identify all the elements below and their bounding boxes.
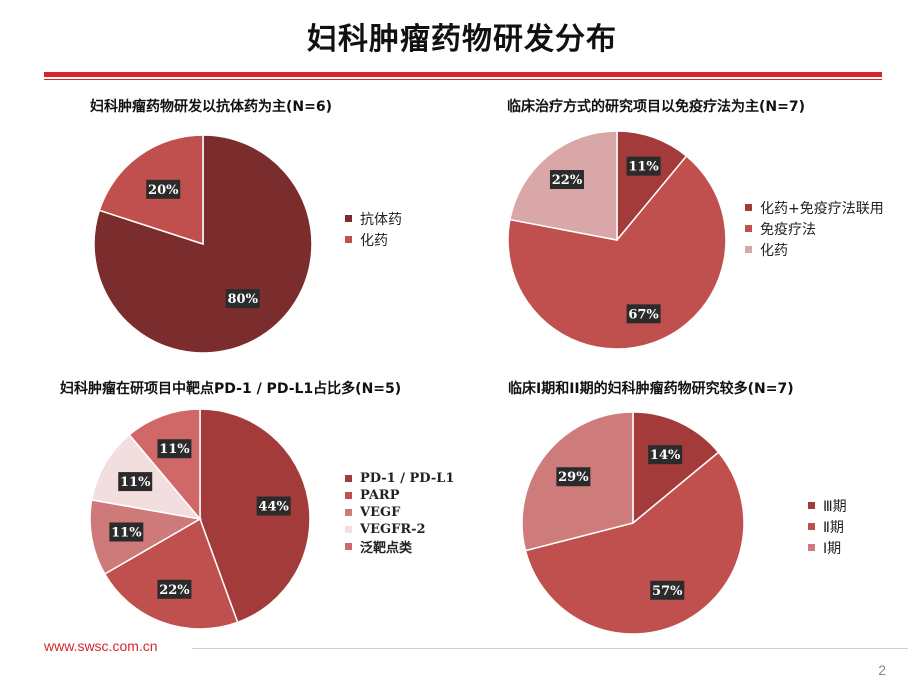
legend-swatch bbox=[345, 236, 352, 243]
pie-slice-vegf bbox=[89, 499, 203, 576]
title-divider-thin bbox=[44, 79, 882, 80]
pie-slice-parp bbox=[103, 517, 239, 630]
chart-title-phase: 临床I期和II期的妇科肿瘤药物研究较多(N=7) bbox=[508, 381, 794, 397]
svg-text:11%: 11% bbox=[111, 525, 142, 540]
legend-label: 化药 bbox=[760, 242, 788, 259]
legend-swatch bbox=[808, 502, 815, 509]
data-label-slice-2: 22% bbox=[549, 170, 584, 190]
svg-text:67%: 67% bbox=[628, 307, 659, 322]
legend-item-slice-1: 免疫疗法 bbox=[745, 218, 884, 239]
page-title: 妇科肿瘤药物研发分布 bbox=[307, 22, 617, 57]
legend-swatch bbox=[345, 543, 352, 550]
legend-swatch bbox=[808, 544, 815, 551]
svg-text:11%: 11% bbox=[159, 442, 190, 457]
legend-item-slice-4: 泛靶点类 bbox=[345, 538, 454, 556]
chart-title-target: 妇科肿瘤在研项目中靶点PD-1 / PD-L1占比多(N=5) bbox=[60, 381, 402, 397]
legend-label: 抗体药 bbox=[360, 211, 402, 228]
legend-swatch bbox=[745, 204, 752, 211]
data-label-pd-1-pd-l1: 44% bbox=[256, 496, 291, 516]
legend-item-slice-0: Ⅲ期 bbox=[808, 495, 847, 516]
legend-swatch bbox=[345, 509, 352, 516]
svg-text:57%: 57% bbox=[652, 584, 683, 599]
svg-text:20%: 20% bbox=[148, 183, 179, 198]
legend-antibody: 抗体药 化药 bbox=[345, 208, 402, 250]
pie-slice-slice-1 bbox=[524, 451, 745, 635]
legend-label: VEGFR-2 bbox=[360, 522, 426, 537]
legend-swatch bbox=[345, 475, 352, 482]
legend-item-slice-2: Ⅰ期 bbox=[808, 537, 847, 558]
legend-item-pd-1-pd-l1: PD-1 / PD-L1 bbox=[345, 470, 454, 487]
data-label-parp: 22% bbox=[157, 579, 192, 599]
svg-text:80%: 80% bbox=[227, 292, 258, 307]
pie-slice-slice-4 bbox=[128, 408, 201, 522]
legend-label: 免疫疗法 bbox=[760, 221, 816, 238]
legend-item-vegfr-2: VEGFR-2 bbox=[345, 521, 454, 538]
data-label-slice-1: 57% bbox=[650, 580, 685, 600]
pie-slice-slice-1 bbox=[507, 154, 727, 350]
legend-label: PARP bbox=[360, 488, 400, 503]
svg-text:11%: 11% bbox=[120, 475, 151, 490]
footer-url[interactable]: www.swsc.com.cn bbox=[44, 638, 158, 654]
page-number: 2 bbox=[878, 662, 886, 678]
pie-chart-antibody: 80% 20% bbox=[93, 134, 313, 354]
chart-title-antibody: 妇科肿瘤药物研发以抗体药为主(N=6) bbox=[90, 99, 332, 115]
legend-swatch bbox=[345, 526, 352, 533]
pie-slice-pd-1-pd-l1 bbox=[199, 408, 311, 624]
chart-title-treatment: 临床治疗方式的研究项目以免疫疗法为主(N=7) bbox=[507, 99, 805, 115]
data-label-slice-0: 14% bbox=[648, 445, 683, 465]
legend-swatch bbox=[345, 215, 352, 222]
legend-item-slice-0: 抗体药 bbox=[345, 208, 402, 229]
legend-label: PD-1 / PD-L1 bbox=[360, 471, 455, 486]
data-label-vegfr-2: 11% bbox=[118, 472, 153, 492]
legend-item-slice-1: Ⅱ期 bbox=[808, 516, 847, 537]
legend-item-vegf: VEGF bbox=[345, 504, 454, 521]
legend-phase: Ⅲ期 Ⅱ期 Ⅰ期 bbox=[808, 495, 847, 558]
legend-label: 泛靶点类 bbox=[360, 541, 413, 556]
pie-slice-slice-0 bbox=[632, 411, 720, 525]
legend-swatch bbox=[745, 225, 752, 232]
data-label-vegf: 11% bbox=[109, 522, 144, 542]
pie-chart-target: 44% 22% 11% 11% 11% bbox=[89, 408, 311, 630]
data-label-slice-0: 80% bbox=[225, 289, 260, 309]
legend-swatch bbox=[808, 523, 815, 530]
data-label-slice-1: 20% bbox=[146, 179, 181, 199]
legend-item-slice-1: 化药 bbox=[345, 229, 402, 250]
svg-text:11%: 11% bbox=[628, 160, 659, 175]
svg-text:29%: 29% bbox=[558, 470, 589, 485]
legend-label: Ⅱ期 bbox=[823, 519, 844, 536]
svg-text:22%: 22% bbox=[159, 583, 190, 598]
legend-swatch bbox=[345, 492, 352, 499]
footer-divider bbox=[192, 648, 908, 649]
svg-text:22%: 22% bbox=[552, 173, 583, 188]
data-label-slice-4: 11% bbox=[157, 439, 192, 459]
legend-item-slice-2: 化药 bbox=[745, 239, 884, 260]
legend-item-slice-0: 化药+免疫疗法联用 bbox=[745, 197, 884, 218]
legend-label: Ⅲ期 bbox=[823, 498, 847, 515]
legend-label: 化药+免疫疗法联用 bbox=[760, 200, 884, 217]
pie-chart-treatment: 11% 67% 22% bbox=[507, 130, 727, 350]
legend-label: VEGF bbox=[360, 505, 401, 520]
data-label-slice-0: 11% bbox=[626, 156, 661, 176]
svg-text:44%: 44% bbox=[258, 500, 289, 515]
data-label-slice-2: 29% bbox=[556, 467, 591, 487]
legend-treatment: 化药+免疫疗法联用 免疫疗法化药 bbox=[745, 197, 884, 260]
title-divider-thick bbox=[44, 72, 882, 77]
legend-label: Ⅰ期 bbox=[823, 540, 842, 557]
legend-target: PD-1 / PD-L1 PARP VEGF VEGFR-2 泛靶点类 bbox=[345, 470, 454, 556]
pie-chart-phase: 14% 57% 29% bbox=[521, 411, 745, 635]
svg-text:14%: 14% bbox=[650, 448, 681, 463]
legend-swatch bbox=[745, 246, 752, 253]
legend-item-parp: PARP bbox=[345, 487, 454, 504]
data-label-slice-1: 67% bbox=[626, 304, 661, 324]
legend-label: 化药 bbox=[360, 232, 388, 249]
